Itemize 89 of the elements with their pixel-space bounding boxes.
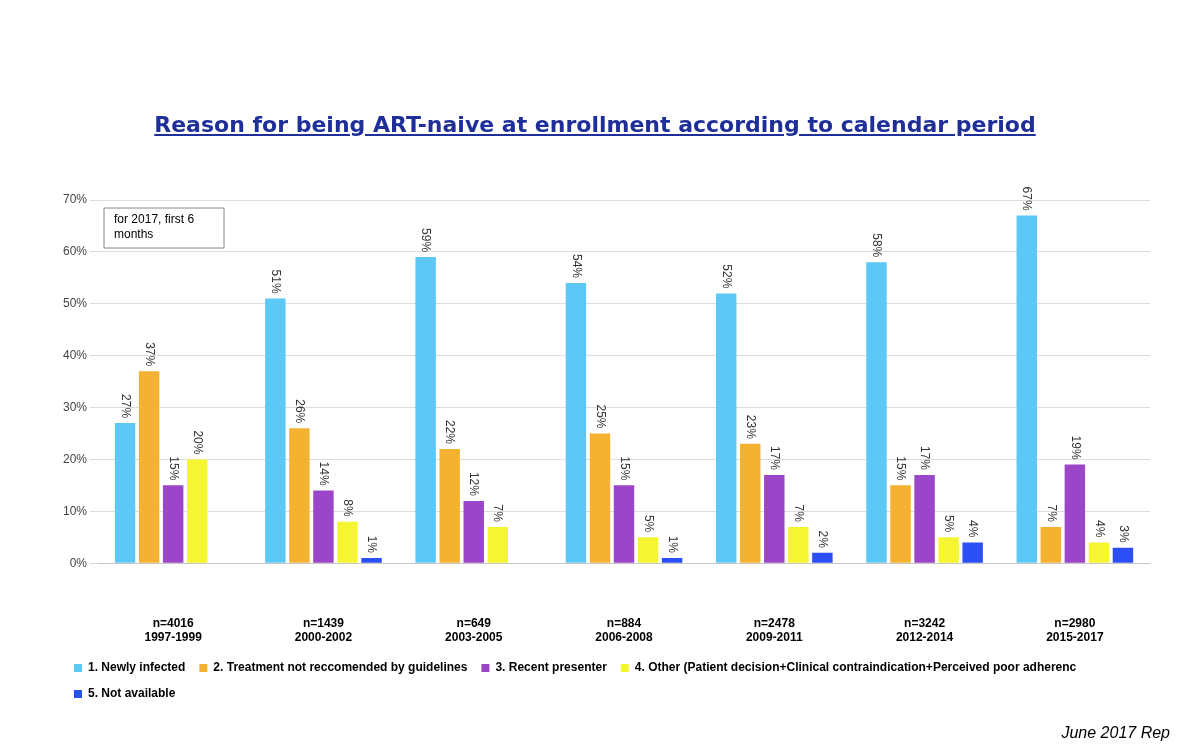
bar xyxy=(439,449,460,563)
bar xyxy=(162,485,184,563)
data-label: 27% xyxy=(118,394,133,419)
data-label: 15% xyxy=(166,456,181,481)
bar xyxy=(361,558,382,563)
data-label: 1% xyxy=(665,535,680,554)
bar xyxy=(1040,526,1062,563)
bar xyxy=(715,293,737,563)
data-label: 7% xyxy=(491,504,506,523)
bar xyxy=(914,474,935,563)
data-label: 59% xyxy=(419,228,434,253)
legend-label: 5. Not available xyxy=(88,686,176,701)
bar xyxy=(313,490,334,563)
bar xyxy=(589,433,611,563)
data-label: 17% xyxy=(918,445,933,471)
bar xyxy=(661,558,683,563)
data-label: 5% xyxy=(942,514,957,533)
x-tick-label: n=2980 2015-2017 xyxy=(1046,615,1104,645)
bar xyxy=(962,542,983,563)
x-tick-label: n=649 2003-2005 xyxy=(445,615,503,645)
bar xyxy=(637,537,659,563)
legend-label: 1. Newly infected xyxy=(88,660,186,675)
data-label: 15% xyxy=(894,456,909,481)
y-tick-label: 30% xyxy=(62,399,88,414)
data-label: 23% xyxy=(743,414,758,440)
legend-label: 3. Recent presenter xyxy=(495,660,608,675)
chart-title: Reason for being ART-naive at enrollment according to calendar period xyxy=(153,112,1037,137)
bar xyxy=(186,459,208,563)
bar xyxy=(289,428,310,563)
y-tick-label: 40% xyxy=(62,347,88,362)
y-tick-label: 50% xyxy=(62,296,88,311)
data-label: 25% xyxy=(593,404,608,429)
bar xyxy=(114,423,136,563)
data-label: 26% xyxy=(293,399,308,424)
legend-label: 4. Other (Patient decision+Clinical contraindication+Perceived poor adherenc xyxy=(634,660,1077,675)
bar xyxy=(938,537,959,563)
x-tick-label: n=1439 2000-2002 xyxy=(294,615,353,645)
data-label: 2% xyxy=(816,530,831,549)
bar xyxy=(764,474,785,563)
annotation: for 2017, first 6 months xyxy=(114,212,195,242)
bar xyxy=(788,526,809,563)
bar xyxy=(890,485,911,563)
bar xyxy=(337,521,358,563)
x-tick-label: n=3242 2012-2014 xyxy=(895,615,954,645)
data-label: 7% xyxy=(1044,504,1059,523)
data-label: 51% xyxy=(269,269,284,294)
bar xyxy=(138,371,160,563)
data-label: 52% xyxy=(719,264,734,289)
y-tick-label: 60% xyxy=(62,244,88,259)
data-label: 37% xyxy=(142,342,157,367)
data-label: 15% xyxy=(617,456,632,481)
data-label: 14% xyxy=(317,461,332,486)
bar xyxy=(740,443,761,563)
y-tick-label: 0% xyxy=(69,555,88,570)
data-label: 1% xyxy=(365,535,380,554)
bar xyxy=(1088,542,1110,563)
y-tick-label: 20% xyxy=(62,451,88,466)
data-label: 54% xyxy=(569,253,584,279)
data-label: 20% xyxy=(190,430,205,455)
data-label: 8% xyxy=(341,499,356,518)
bar xyxy=(866,262,887,563)
bar xyxy=(1112,547,1134,563)
text: June 2017 Rep xyxy=(1061,724,1170,742)
data-label: 19% xyxy=(1068,435,1083,460)
bar xyxy=(415,257,436,563)
bar xyxy=(1016,215,1037,563)
legend-label: 2. Treatment not reccomended by guidelines xyxy=(213,660,468,675)
bar xyxy=(463,500,484,563)
y-tick-label: 10% xyxy=(62,503,88,518)
data-label: 3% xyxy=(1116,525,1131,543)
data-label: 22% xyxy=(443,420,458,445)
bar xyxy=(265,298,286,563)
data-label: 12% xyxy=(467,471,482,497)
data-label: 17% xyxy=(767,445,782,471)
x-tick-label: n=884 2006-2008 xyxy=(595,615,654,645)
data-label: 4% xyxy=(966,520,981,538)
bar xyxy=(487,526,508,563)
data-label: 4% xyxy=(1092,520,1107,538)
bar xyxy=(613,485,635,563)
bar xyxy=(565,283,587,563)
y-tick-label: 70% xyxy=(62,192,88,207)
data-label: 5% xyxy=(641,514,656,533)
x-tick-label: n=2478 2009-2011 xyxy=(745,615,803,645)
data-label: 58% xyxy=(870,233,885,258)
bar xyxy=(812,552,833,563)
x-tick-label: n=4016 1997-1999 xyxy=(144,615,203,645)
data-label: 67% xyxy=(1020,186,1035,211)
bar xyxy=(1064,464,1086,563)
data-label: 7% xyxy=(792,504,807,523)
